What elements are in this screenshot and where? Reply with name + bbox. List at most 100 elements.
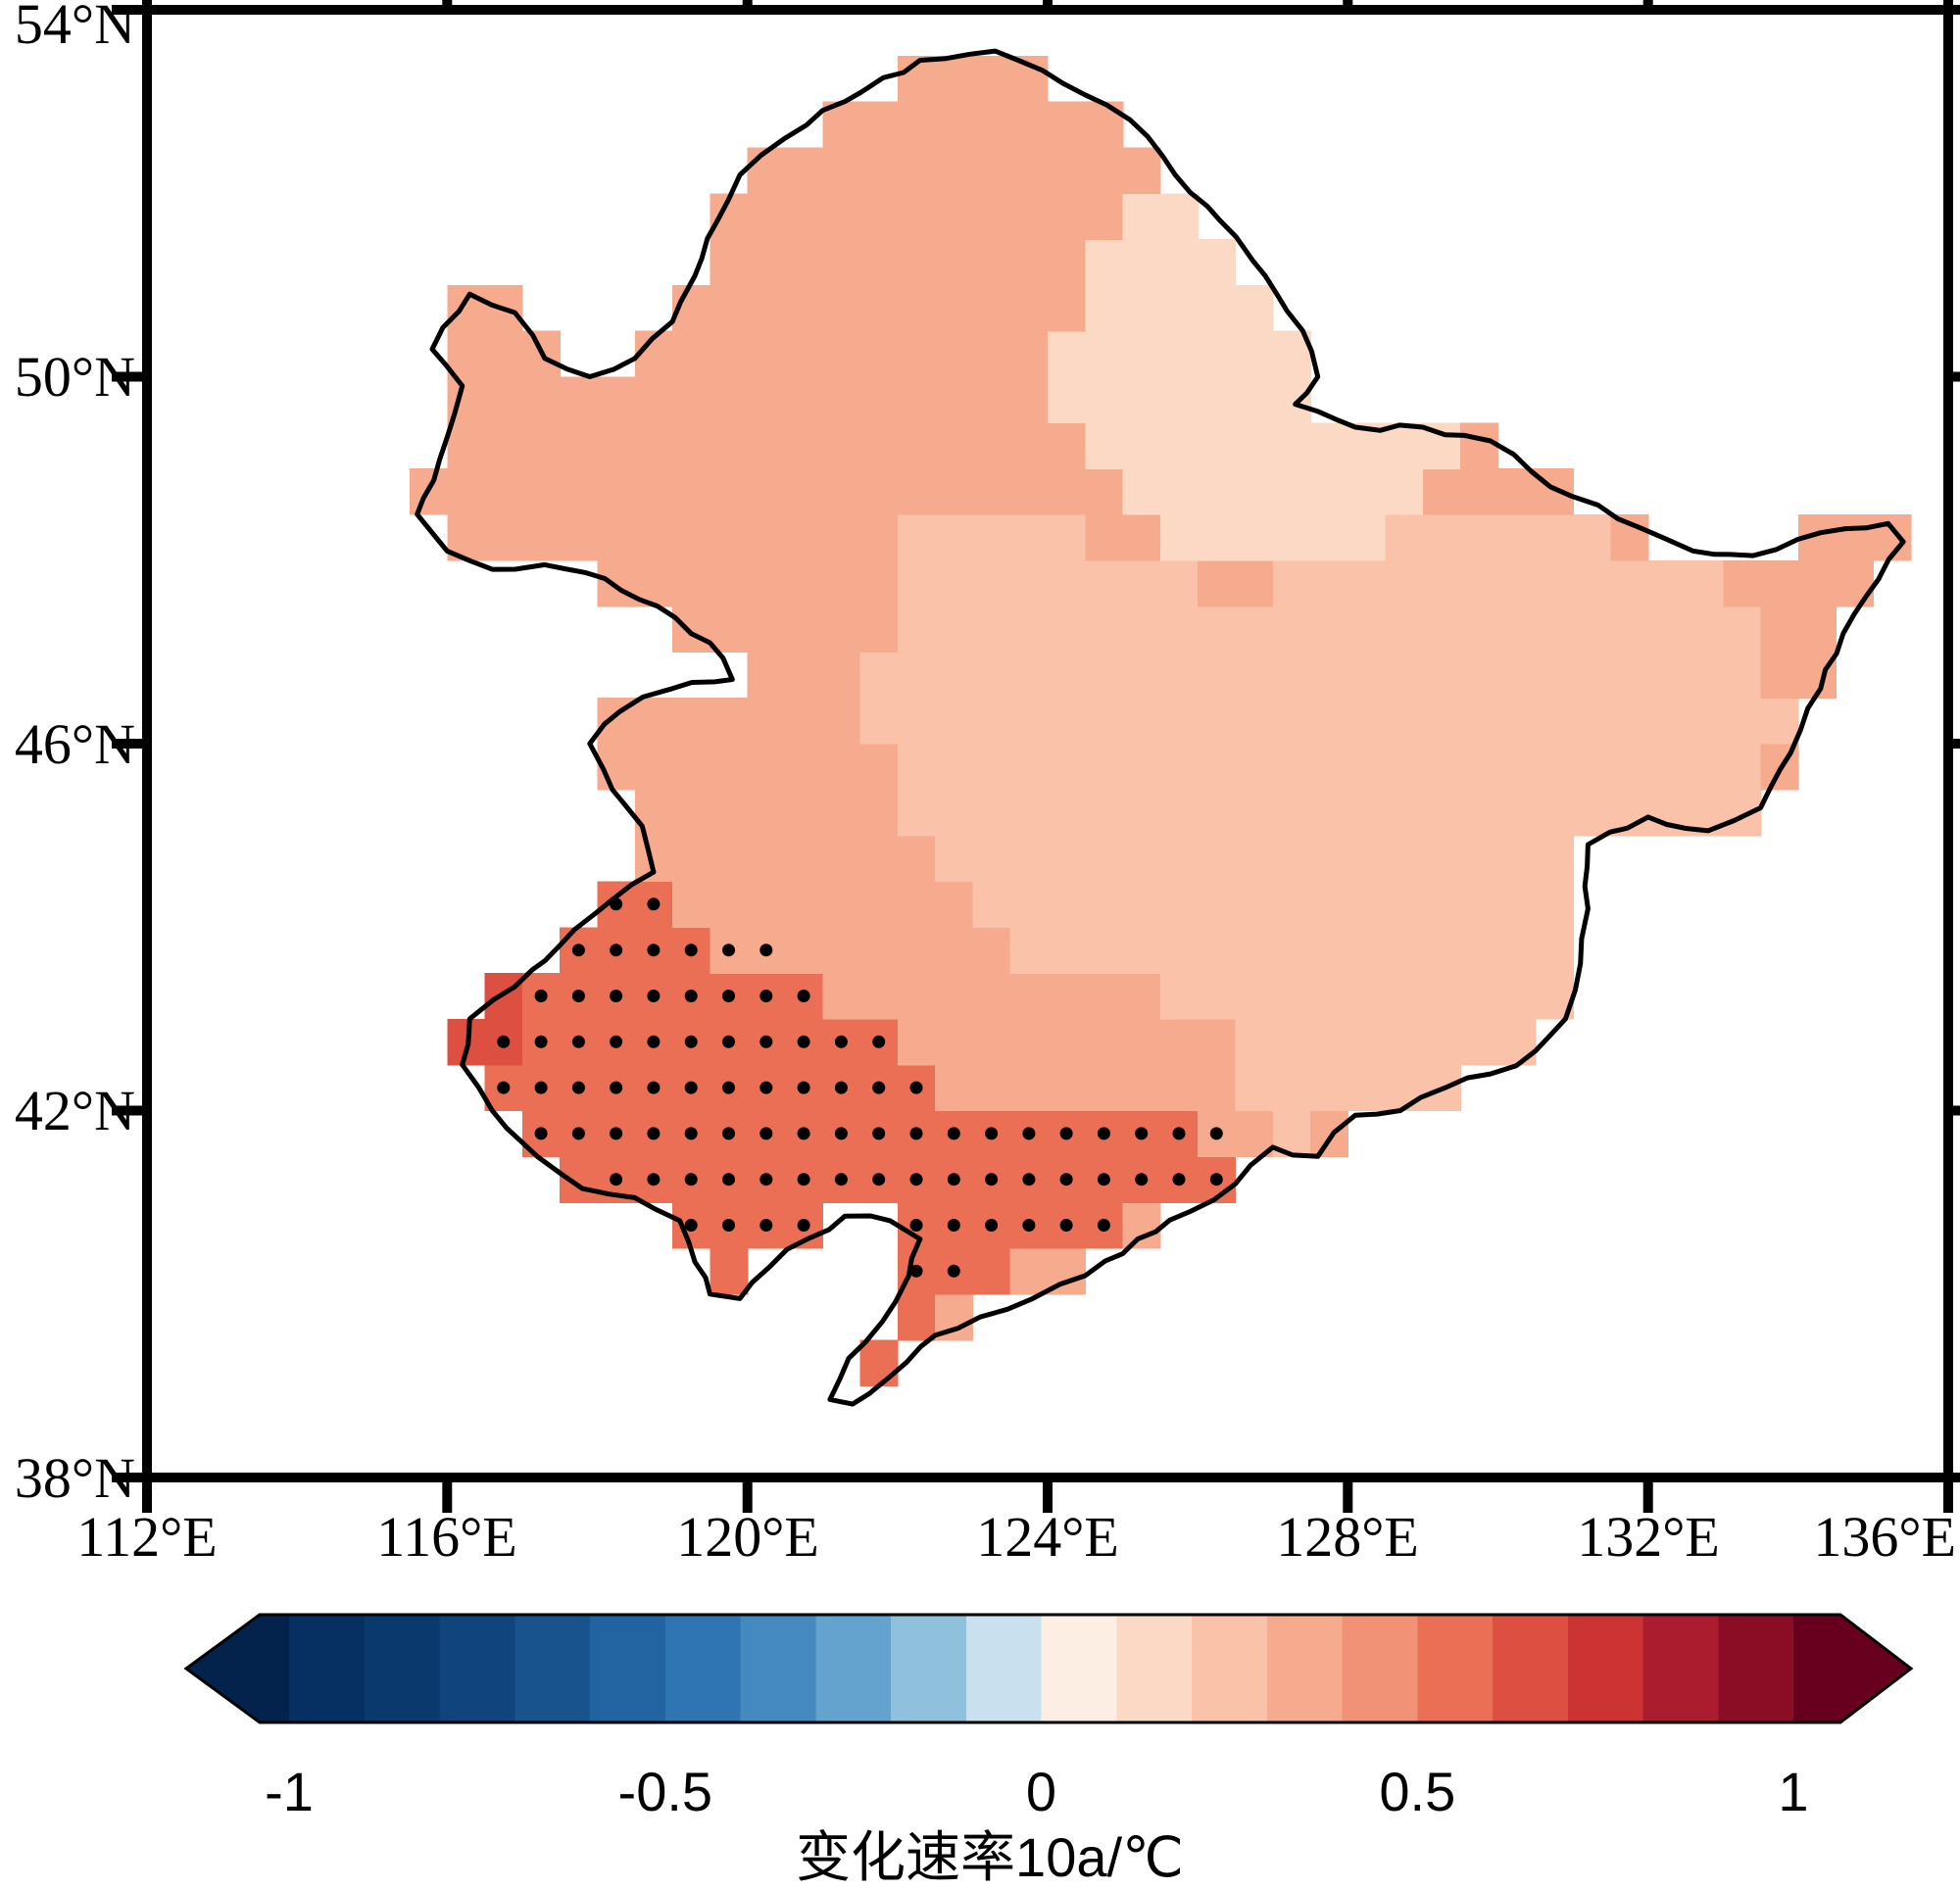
- lon-tick-label: 136°E: [1813, 1505, 1956, 1569]
- stipple-dot: [610, 1127, 623, 1140]
- stipple-dot: [872, 1173, 886, 1187]
- grid-cell: [1085, 422, 1124, 469]
- grid-cell: [859, 193, 899, 240]
- grid-cell: [1460, 881, 1499, 928]
- grid-cell: [897, 652, 936, 699]
- grid-cell: [1159, 835, 1199, 883]
- grid-cell: [710, 468, 749, 515]
- grid-cell: [1048, 927, 1086, 974]
- grid-cell: [1009, 513, 1049, 561]
- grid-cell: [1647, 559, 1687, 607]
- grid-cell: [634, 744, 673, 791]
- grid-cell: [1348, 927, 1387, 974]
- grid-cell: [1422, 605, 1461, 654]
- lon-tick-label: 132°E: [1577, 1505, 1720, 1569]
- grid-cell: [972, 1064, 1011, 1112]
- significance-stipple-dots: [497, 897, 1223, 1278]
- grid-cell: [935, 147, 974, 194]
- grid-cell: [1422, 835, 1461, 883]
- stipple-dot: [571, 990, 585, 1002]
- grid-cell: [897, 973, 936, 1020]
- grid-cell: [747, 330, 786, 378]
- grid-cell: [972, 835, 1011, 883]
- grid-cell: [1497, 698, 1537, 745]
- grid-cell: [1797, 605, 1837, 654]
- grid-cell: [785, 559, 823, 607]
- grid-cell: [1235, 652, 1274, 699]
- grid-cell: [1348, 835, 1387, 883]
- grid-cell: [785, 835, 823, 883]
- grid-cell: [1422, 789, 1461, 837]
- lon-tick-label: 116°E: [376, 1505, 516, 1569]
- grid-cell: [859, 513, 899, 561]
- grid-cell: [935, 881, 974, 928]
- grid-cell: [935, 513, 974, 561]
- grid-cell: [1198, 559, 1237, 607]
- stipple-dot: [909, 1081, 923, 1094]
- grid-cell: [897, 513, 936, 561]
- colorbar-segments: [186, 1615, 1911, 1722]
- stipple-dot: [534, 1081, 548, 1094]
- grid-cell: [1235, 330, 1274, 378]
- grid-cell: [1573, 744, 1612, 791]
- grid-cell: [1009, 789, 1049, 837]
- grid-cell: [1048, 835, 1086, 883]
- grid-cell: [1272, 513, 1311, 561]
- grid-cell: [634, 835, 673, 883]
- colorbar-over-extension: [1793, 1615, 1840, 1722]
- grid-cell: [1497, 789, 1537, 837]
- grid-cell: [1048, 376, 1086, 423]
- grid-cell: [1048, 1018, 1086, 1066]
- grid-cell: [859, 147, 899, 194]
- grid-cell: [785, 422, 823, 469]
- lon-tick-label: 128°E: [1276, 1505, 1419, 1569]
- grid-cell: [897, 147, 936, 194]
- grid-cell: [1159, 881, 1199, 928]
- grid-cell: [747, 239, 786, 286]
- grid-cell: [972, 927, 1011, 974]
- stipple-dot: [760, 1081, 773, 1094]
- grid-cell: [710, 284, 749, 332]
- grid-cell: [1460, 513, 1499, 561]
- grid-cell: [1159, 698, 1199, 745]
- grid-cell: [972, 881, 1011, 928]
- grid-cell: [1535, 559, 1574, 607]
- grid-cell: [1159, 789, 1199, 837]
- grid-cell: [785, 605, 823, 654]
- grid-cell: [1272, 927, 1311, 974]
- grid-cell: [747, 881, 786, 928]
- grid-cell: [747, 744, 786, 791]
- stipple-dot: [985, 1127, 999, 1140]
- grid-cell: [521, 376, 561, 423]
- colorbar-under-extension: [260, 1615, 289, 1722]
- colorbar-segment: [664, 1615, 742, 1722]
- grid-cell: [1235, 605, 1274, 654]
- grid-cell: [447, 422, 486, 469]
- grid-cell: [1198, 789, 1237, 837]
- grid-cell: [484, 330, 523, 378]
- stipple-dot: [1097, 1173, 1110, 1187]
- lon-tick-label: 112°E: [76, 1505, 217, 1569]
- grid-cell: [859, 559, 899, 607]
- grid-cell: [1460, 835, 1499, 883]
- stipple-dot: [1097, 1127, 1110, 1140]
- grid-cell: [897, 789, 936, 837]
- grid-cell: [785, 698, 823, 745]
- grid-cell: [1497, 559, 1537, 607]
- grid-cell: [935, 284, 974, 332]
- stipple-dot: [760, 1127, 773, 1140]
- grid-cell: [859, 698, 899, 745]
- grid-cell: [1122, 422, 1161, 469]
- stipple-dot: [947, 1264, 960, 1278]
- grid-cell: [1159, 1064, 1199, 1112]
- grid-cell: [1048, 605, 1086, 654]
- grid-cell: [1760, 652, 1799, 699]
- grid-cell: [672, 422, 711, 469]
- grid-cell: [1272, 652, 1311, 699]
- grid-cell: [672, 513, 711, 561]
- grid-cell: [1159, 239, 1199, 286]
- colorbar-title: 变化速率10a/℃: [796, 1826, 1184, 1888]
- grid-cell: [1048, 1064, 1086, 1112]
- grid-cell: [1497, 652, 1537, 699]
